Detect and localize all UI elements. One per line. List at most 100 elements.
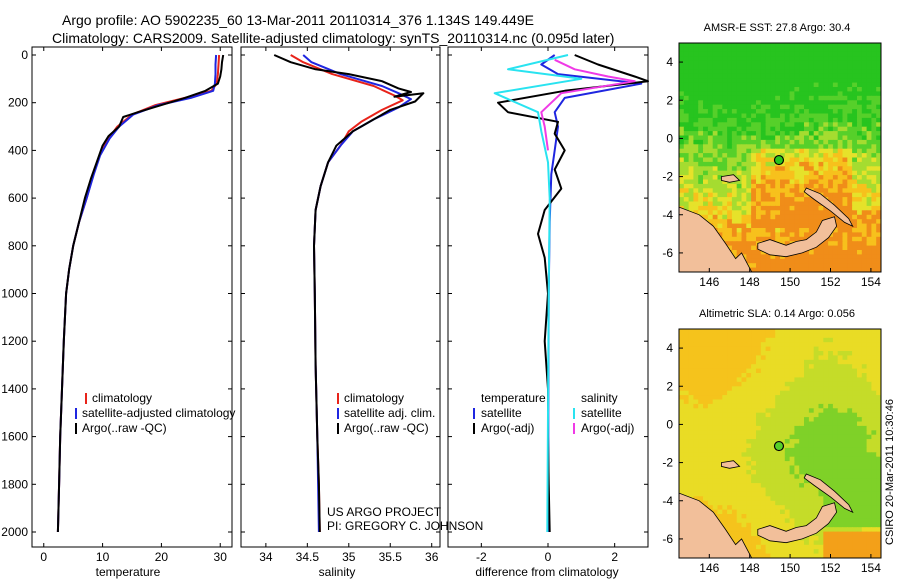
map-cell bbox=[722, 333, 728, 339]
map-cell bbox=[741, 192, 747, 198]
map-cell bbox=[852, 483, 858, 489]
map-cell bbox=[847, 267, 853, 272]
map-cell bbox=[756, 135, 762, 141]
map-cell bbox=[746, 78, 752, 84]
map-cell bbox=[837, 403, 844, 409]
map-cell bbox=[857, 100, 863, 106]
map-cell bbox=[871, 241, 877, 247]
map-cell bbox=[707, 439, 714, 445]
map-cell bbox=[823, 126, 829, 132]
map-cell bbox=[837, 197, 844, 203]
map-cell bbox=[736, 373, 743, 378]
map-cell bbox=[799, 166, 805, 172]
map-cell bbox=[818, 461, 824, 467]
map-cell bbox=[857, 95, 863, 101]
map-cell bbox=[828, 333, 834, 339]
map-cell bbox=[813, 78, 820, 84]
map-cell bbox=[688, 447, 694, 453]
map-cell bbox=[813, 228, 820, 233]
map-cell bbox=[866, 95, 872, 101]
map-cell bbox=[731, 109, 738, 115]
map-cell bbox=[818, 469, 824, 475]
map-cell bbox=[828, 148, 834, 154]
map-cell bbox=[808, 109, 815, 115]
map-cell bbox=[756, 91, 762, 97]
map-cell bbox=[731, 166, 738, 172]
map-cell bbox=[707, 126, 714, 132]
map-cell bbox=[770, 386, 776, 392]
map-cell bbox=[794, 267, 800, 272]
map-cell bbox=[741, 390, 747, 396]
map-cell bbox=[765, 500, 771, 506]
map-cell bbox=[823, 43, 829, 48]
map-cell bbox=[736, 496, 743, 502]
map-cell bbox=[741, 183, 747, 189]
map-cell bbox=[688, 390, 694, 396]
map-cell bbox=[857, 245, 863, 251]
map-cell bbox=[876, 183, 881, 189]
map-cell bbox=[736, 113, 743, 119]
map-cell bbox=[775, 201, 781, 207]
map-cell bbox=[765, 421, 771, 427]
map-cell bbox=[832, 73, 839, 79]
map-cell bbox=[847, 51, 853, 57]
map-cell bbox=[698, 351, 704, 356]
map-cell bbox=[804, 447, 810, 453]
map-cell bbox=[866, 412, 872, 418]
map-cell bbox=[741, 157, 747, 163]
map-cell bbox=[808, 465, 815, 471]
map-cell bbox=[828, 245, 834, 251]
map-cell bbox=[789, 263, 795, 269]
map-cell bbox=[693, 439, 699, 445]
map-cell bbox=[703, 425, 709, 431]
map-cell bbox=[861, 386, 868, 392]
map-cell bbox=[823, 175, 829, 181]
map-cell bbox=[808, 250, 815, 255]
map-cell bbox=[741, 131, 747, 137]
map-cell bbox=[852, 381, 858, 387]
map-cell bbox=[756, 100, 762, 106]
map-cell bbox=[804, 342, 810, 348]
map-cell bbox=[707, 95, 714, 101]
map-cell bbox=[760, 469, 767, 475]
map-cell bbox=[847, 333, 853, 339]
map-cell bbox=[823, 51, 829, 57]
map-cell bbox=[789, 544, 795, 550]
map-cell bbox=[770, 553, 776, 558]
map-cell bbox=[852, 223, 858, 229]
map-cell bbox=[842, 153, 848, 159]
map-cell bbox=[818, 412, 824, 418]
map-cell bbox=[751, 51, 757, 57]
map-cell bbox=[857, 122, 863, 128]
map-cell bbox=[722, 139, 728, 145]
map-cell bbox=[861, 69, 868, 75]
map-cell bbox=[876, 351, 881, 356]
map-cell bbox=[751, 408, 757, 414]
map-cell bbox=[799, 73, 805, 79]
map-cell bbox=[731, 430, 738, 436]
map-cell bbox=[837, 245, 844, 251]
map-cell bbox=[876, 395, 881, 401]
map-cell bbox=[852, 549, 858, 555]
map-cell bbox=[780, 421, 786, 427]
map-cell bbox=[746, 91, 752, 97]
y-tick-label: 200 bbox=[8, 96, 28, 110]
map-cell bbox=[770, 201, 776, 207]
map-cell bbox=[746, 395, 752, 401]
map-cell bbox=[698, 117, 704, 123]
map-cell bbox=[837, 417, 844, 423]
map-cell bbox=[727, 364, 733, 370]
map-cell bbox=[794, 351, 800, 356]
map-cell bbox=[818, 122, 824, 128]
map-cell bbox=[693, 109, 699, 115]
map-cell bbox=[804, 95, 810, 101]
map-cell bbox=[832, 417, 839, 423]
map-cell bbox=[852, 131, 858, 137]
map-cell bbox=[789, 56, 795, 62]
map-cell bbox=[712, 377, 719, 383]
map-cell bbox=[866, 540, 872, 546]
map-cell bbox=[804, 139, 810, 145]
map-cell bbox=[741, 214, 747, 220]
map-cell bbox=[698, 465, 704, 471]
map-cell bbox=[775, 386, 781, 392]
